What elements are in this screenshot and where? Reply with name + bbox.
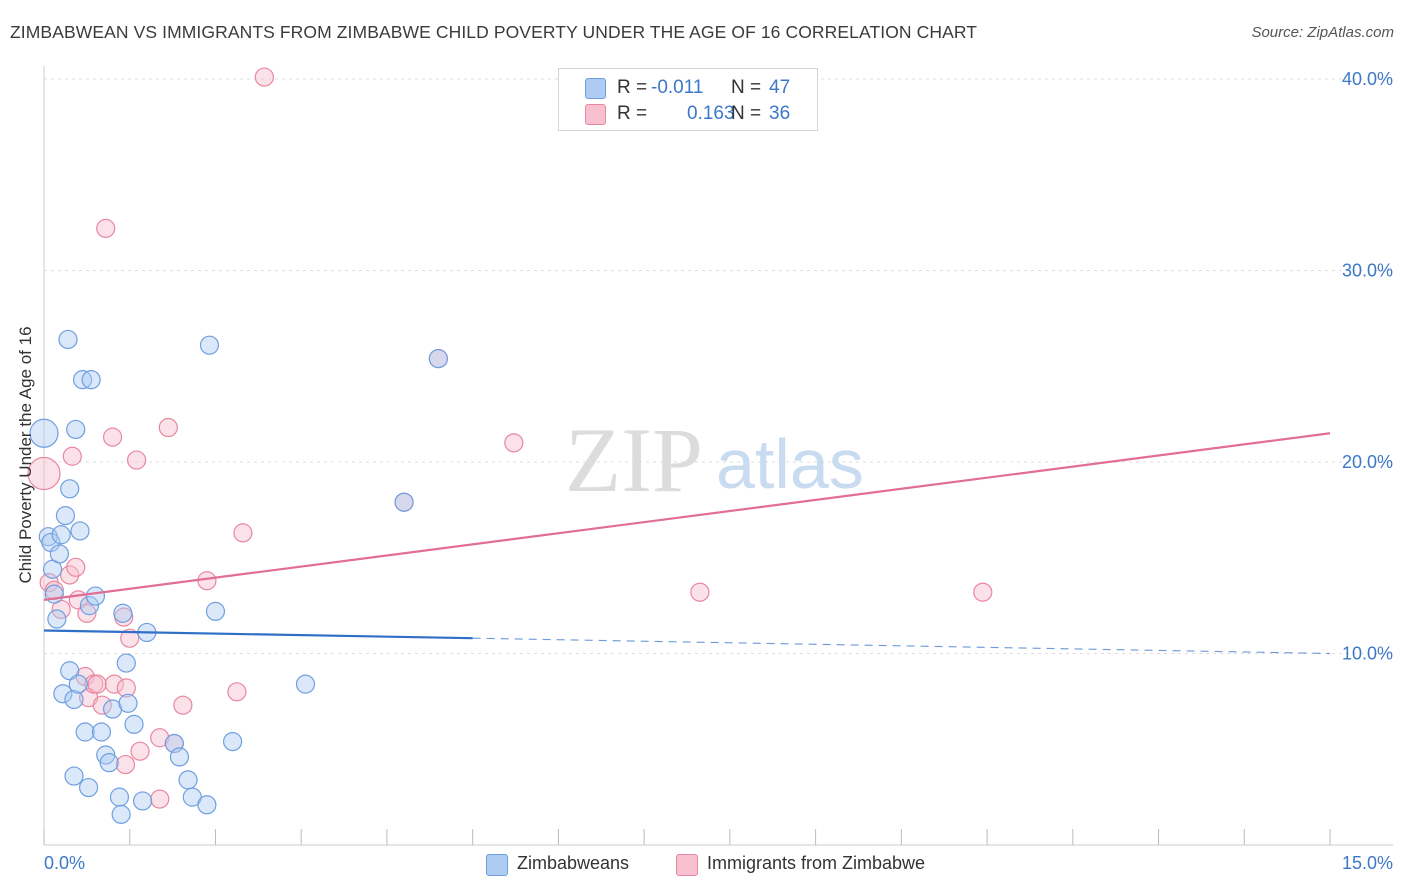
y-tick-label: 40.0%	[1342, 69, 1393, 89]
immigrant-point	[233, 523, 253, 543]
zimbabwean-point	[428, 348, 448, 369]
legend-r-value: -0.011	[651, 77, 704, 98]
zimbabwean-point	[51, 525, 71, 545]
immigrants-trend-line	[43, 432, 1331, 601]
x-axis-ticks	[43, 829, 1331, 845]
zimbabwean-point	[109, 787, 130, 807]
zimbabwean-point	[205, 601, 226, 621]
zimbabwean-point	[81, 370, 101, 390]
immigrant-point	[126, 450, 147, 470]
zimbabwean-point	[64, 766, 84, 786]
zimbabwean-point	[79, 596, 100, 616]
y-tick-label: 30.0%	[1342, 261, 1393, 281]
watermark-zip: ZIP	[565, 409, 703, 511]
x-tick-label-min: 0.0%	[44, 853, 85, 873]
y-tick-label: 10.0%	[1342, 644, 1393, 664]
zimbabwean-point	[91, 722, 112, 742]
watermark-atlas: atlas	[716, 425, 864, 503]
immigrant-point	[87, 674, 107, 694]
immigrant-point	[973, 582, 993, 602]
immigrant-point	[150, 789, 170, 809]
x-tick-label-max: 15.0%	[1342, 853, 1393, 873]
zimbabwean-point	[118, 693, 138, 713]
y-axis-tick-labels: 10.0% 20.0% 30.0% 40.0%	[1342, 69, 1393, 664]
immigrant-point	[120, 628, 140, 648]
zimbabwean-point	[197, 795, 217, 815]
immigrant-point	[62, 446, 82, 466]
legend-r-label: R =	[617, 103, 648, 124]
immigrant-point	[690, 582, 710, 602]
zimbabwean-point	[85, 586, 106, 606]
immigrant-point	[504, 433, 524, 453]
zimbabwean-point	[68, 674, 88, 694]
immigrant-point	[77, 603, 97, 623]
immigrant-point	[96, 218, 116, 238]
zimbabwean-point	[47, 609, 67, 629]
immigrant-point	[66, 557, 86, 577]
zimbabwean-point	[29, 418, 59, 448]
legend-r-value: 0.163	[687, 103, 735, 124]
immigrant-point	[115, 754, 136, 775]
zimbabwean-point	[49, 544, 70, 564]
zimbabwean-point	[66, 419, 86, 440]
series-zimbabweans-points	[29, 329, 448, 824]
legend-label: Zimbabweans	[517, 853, 630, 873]
zimbabwean-point	[53, 684, 73, 704]
zimbabwean-point	[60, 479, 80, 499]
zimbabwean-point	[178, 770, 198, 790]
immigrant-point	[60, 565, 80, 585]
immigrant-point	[158, 417, 178, 438]
zimbabwean-point	[111, 804, 131, 824]
immigrant-point	[27, 456, 61, 491]
zimbabwean-point	[99, 753, 119, 773]
y-tick-label: 20.0%	[1342, 452, 1393, 472]
zimbabwean-point	[75, 722, 95, 742]
immigrant-point	[104, 674, 124, 694]
trend-lines	[43, 432, 1331, 655]
immigrant-point	[254, 67, 274, 87]
zimbabwean-point	[64, 689, 84, 710]
immigrant-point	[173, 695, 193, 715]
legend-label: Immigrants from Zimbabwe	[707, 853, 926, 873]
zimbabwean-point	[169, 747, 190, 767]
zimbabwean-point	[113, 603, 133, 623]
legend-swatch-pink	[676, 854, 698, 876]
watermark: ZIP atlas	[565, 409, 864, 511]
immigrant-point	[116, 678, 136, 698]
legend-swatch-blue	[585, 78, 606, 99]
source-label: Source: ZipAtlas.com	[1251, 24, 1394, 41]
zimbabweans-trend-line	[43, 629, 473, 640]
zimbabwean-point	[78, 777, 99, 798]
chart-title: ZIMBABWEAN VS IMMIGRANTS FROM ZIMBABWE C…	[10, 22, 978, 42]
legend-swatch-blue	[486, 854, 508, 876]
immigrant-point	[102, 427, 123, 447]
zimbabwean-point	[60, 661, 80, 681]
zimbabwean-point	[55, 506, 76, 526]
legend-r-label: R =	[617, 77, 648, 98]
correlation-legend: R = -0.011 N = 47 R = 0.163 N = 36	[558, 68, 818, 131]
immigrant-point	[92, 695, 112, 715]
zimbabwean-point	[58, 329, 78, 350]
zimbabwean-point	[199, 335, 220, 355]
legend-n-label: N =	[731, 103, 762, 124]
legend-n-label: N =	[731, 77, 762, 98]
legend-n-value: 36	[769, 103, 791, 124]
legend-swatch-pink	[585, 104, 606, 125]
zimbabwean-point	[70, 521, 90, 541]
zimbabweans-trend-extension	[472, 637, 1331, 655]
immigrant-point	[197, 571, 217, 591]
zimbabwean-point	[124, 714, 144, 734]
zimbabwean-point	[223, 731, 243, 752]
immigrant-point	[130, 741, 150, 761]
zimbabwean-point	[394, 492, 414, 512]
zimbabwean-point	[116, 653, 136, 673]
y-axis-label: Child Poverty Under the Age of 16	[16, 326, 35, 584]
zimbabwean-point	[295, 674, 316, 694]
legend-n-value: 47	[769, 77, 791, 98]
zimbabwean-point	[132, 791, 153, 811]
immigrant-point	[150, 728, 170, 748]
immigrant-point	[227, 682, 247, 702]
